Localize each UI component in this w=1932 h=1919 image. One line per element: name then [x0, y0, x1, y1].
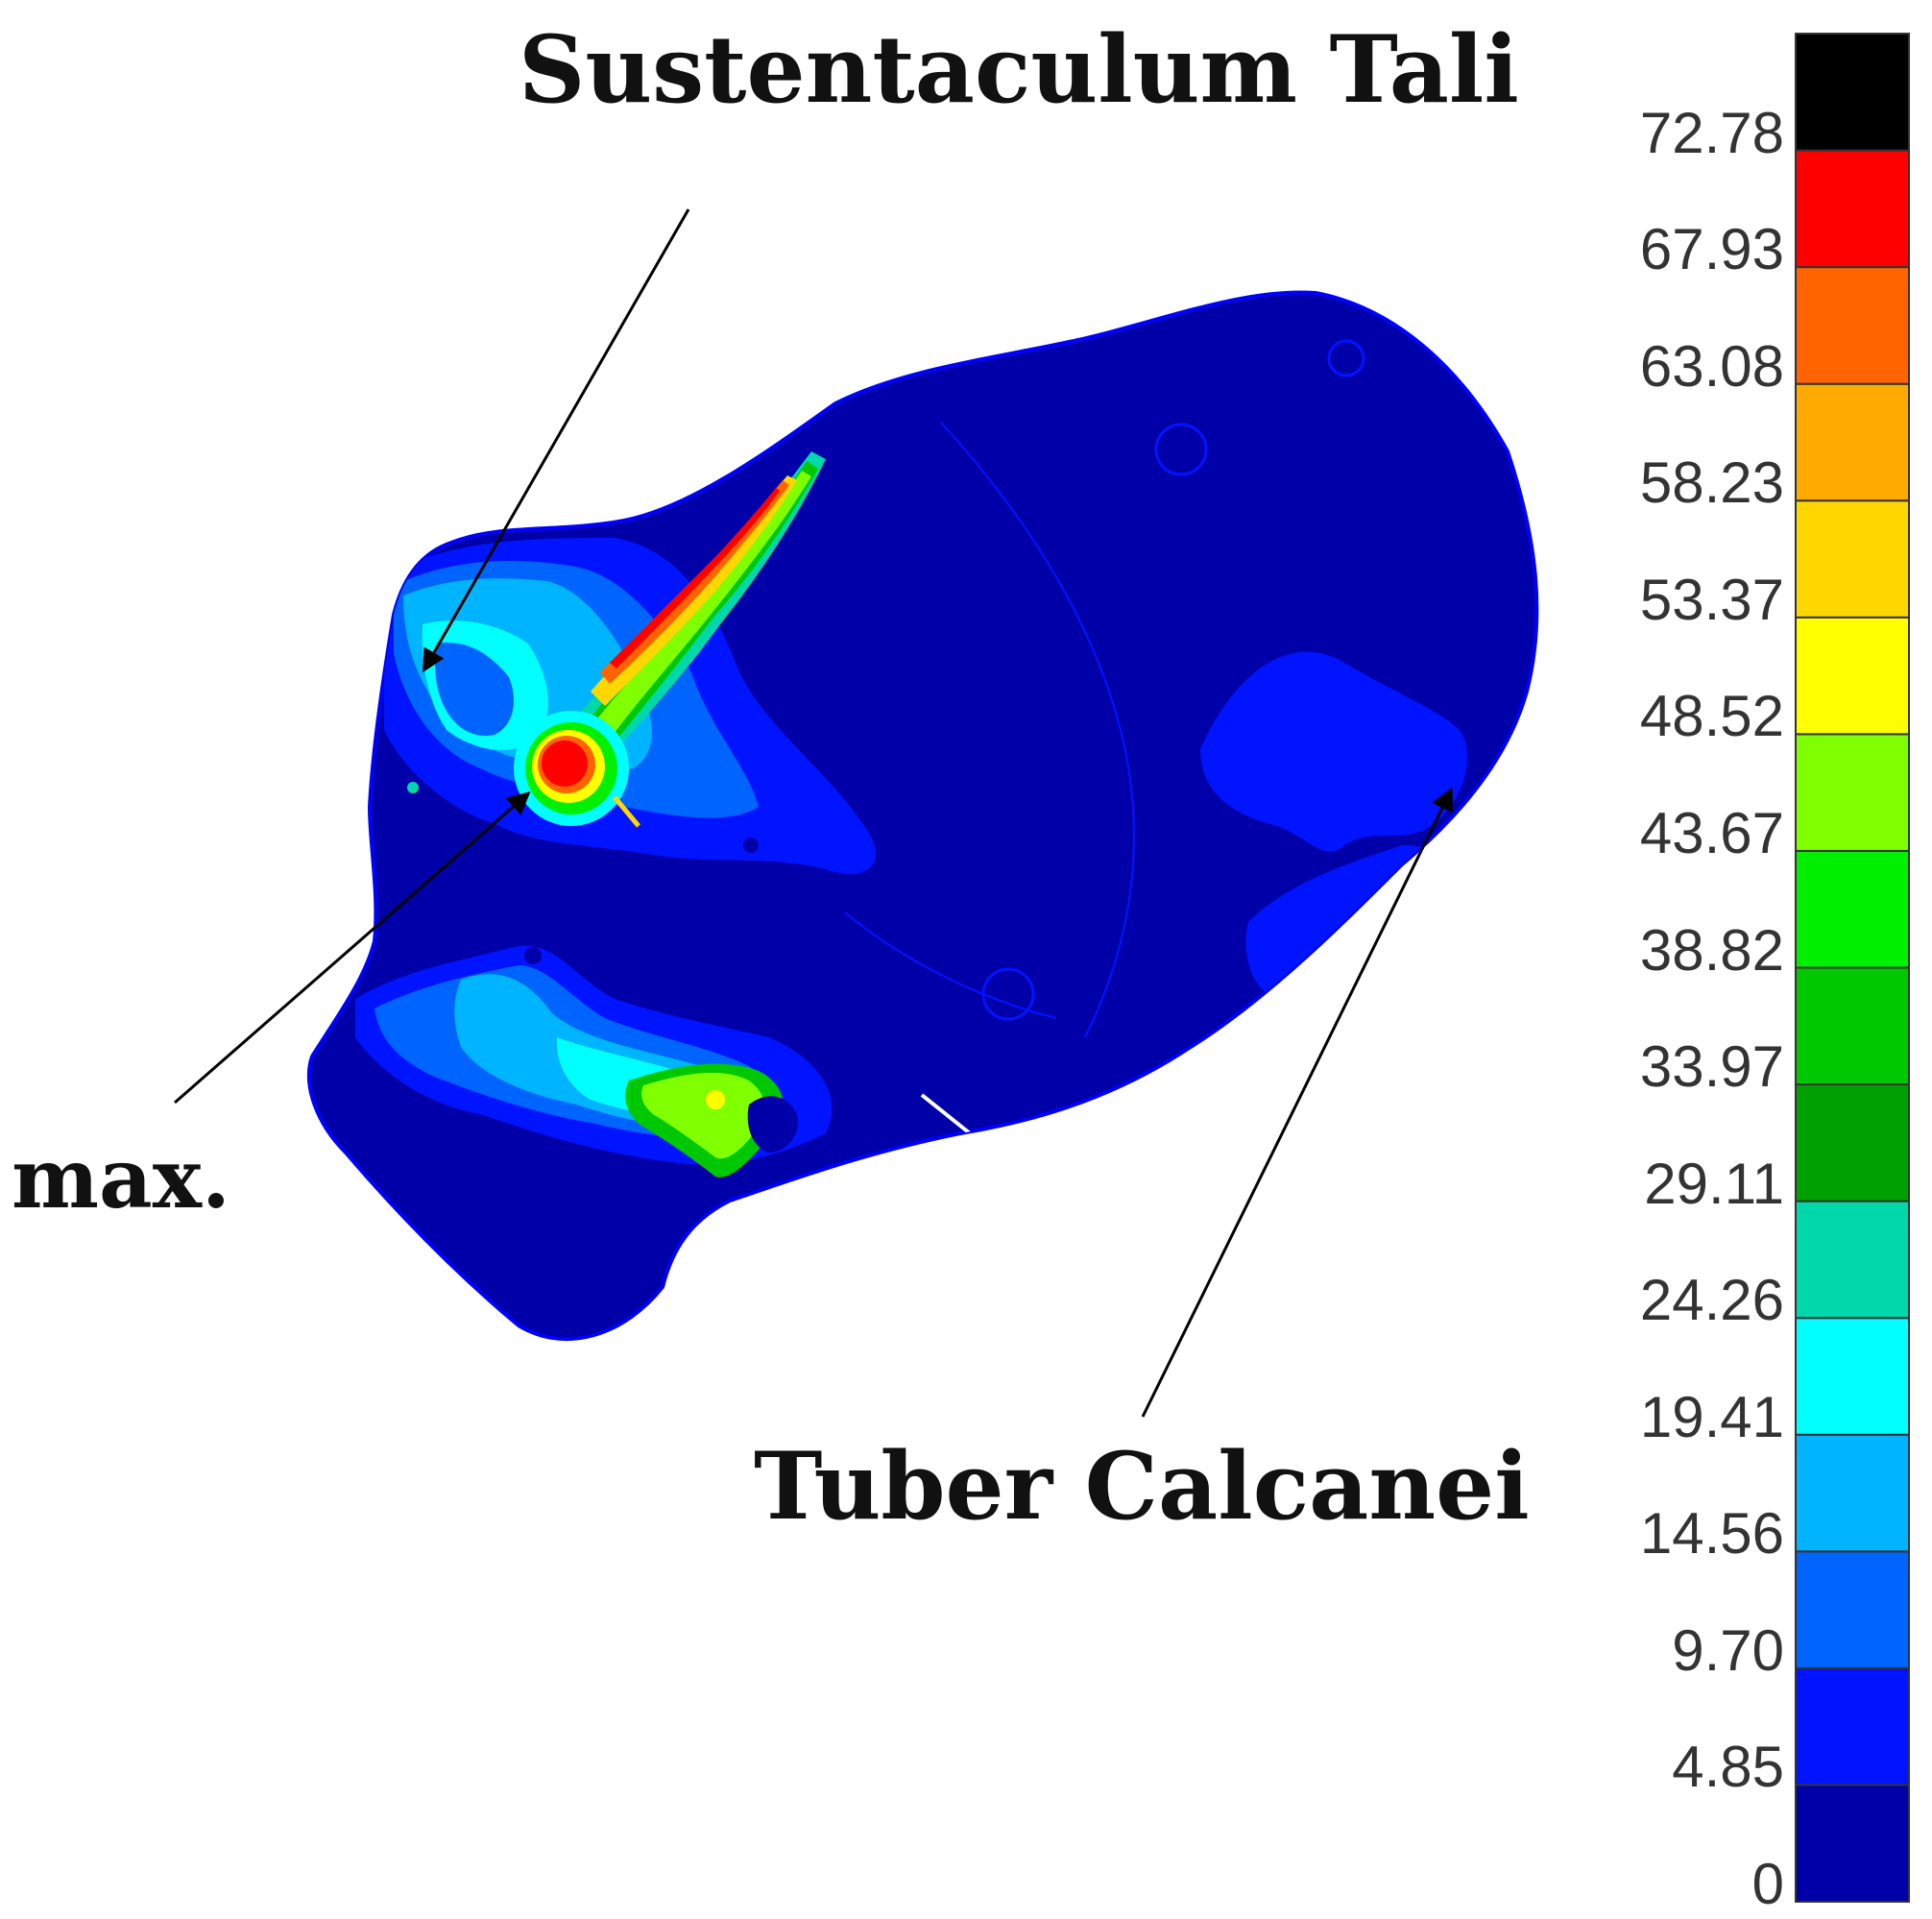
colorbar-segment [1795, 1200, 1910, 1320]
colorbar-segment [1795, 266, 1910, 385]
colorbar-segment [1795, 1666, 1910, 1786]
colorbar-tick-label: 53.37 [1639, 567, 1784, 632]
arrow-sustentaculum [423, 208, 690, 673]
colorbar-segment [1795, 1433, 1910, 1553]
colorbar-tick-label: 0 [1751, 1852, 1784, 1916]
colorbar-tick-label: 29.11 [1644, 1151, 1784, 1216]
colorbar-tick-label: 38.82 [1639, 917, 1784, 983]
arrow-max [174, 791, 531, 1105]
colorbar-tick-label: 58.23 [1639, 450, 1784, 516]
colorbar-tick-label: 14.56 [1639, 1501, 1784, 1567]
label-tuber-calcanei: Tuber Calcanei [754, 1432, 1530, 1541]
colorbar-tick-label: 43.67 [1639, 800, 1784, 865]
colorbar-segment [1795, 616, 1910, 736]
colorbar-tick-label: 63.08 [1639, 333, 1784, 399]
colorbar-segment [1795, 499, 1910, 619]
stress-contours [355, 339, 1468, 1178]
colorbar-segment [1795, 733, 1910, 852]
colorbar-tick-label: 19.41 [1639, 1384, 1784, 1449]
label-max: max. [12, 1130, 230, 1227]
colorbar-segment [1795, 849, 1910, 969]
arrow-tuber [1141, 787, 1453, 1418]
colorbar-segment [1795, 1784, 1910, 1903]
colorbar-tick-label: 67.93 [1639, 217, 1784, 282]
colorbar-tick-label: 4.85 [1672, 1735, 1784, 1800]
colorbar-segment [1795, 33, 1910, 152]
colorbar-segment [1795, 382, 1910, 502]
colorbar-segment [1795, 1083, 1910, 1202]
colorbar-segment [1795, 149, 1910, 269]
label-sustentaculum-tali: Sustentaculum Tali [519, 15, 1519, 124]
colorbar-segment [1795, 1317, 1910, 1436]
colorbar-segment [1795, 1550, 1910, 1669]
colorbar-tick-label: 33.97 [1639, 1034, 1784, 1100]
colorbar-segment [1795, 966, 1910, 1086]
colorbar-tick-label: 48.52 [1639, 684, 1784, 749]
colorbar [1795, 33, 1910, 1903]
colorbar-tick-label: 9.70 [1672, 1617, 1784, 1683]
colorbar-tick-label: 24.26 [1639, 1268, 1784, 1333]
colorbar-tick-label: 72.78 [1639, 100, 1784, 165]
